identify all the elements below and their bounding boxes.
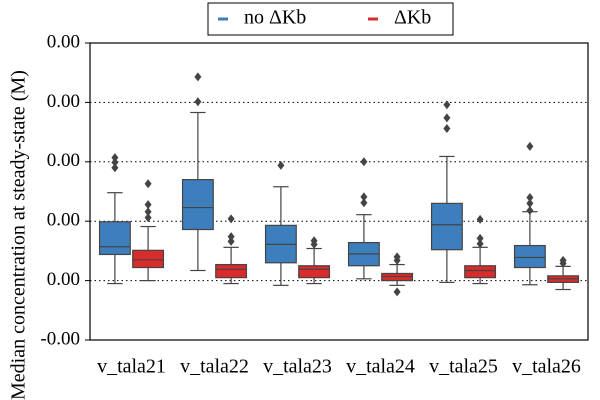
x-tick-label: v_tala26: [512, 356, 581, 378]
outlier: [310, 239, 318, 249]
outlier: [144, 200, 152, 210]
outlier: [227, 232, 235, 242]
outlier: [476, 214, 484, 224]
y-tick-label: 0.00: [47, 269, 80, 290]
outlier: [526, 198, 534, 208]
outlier: [393, 255, 401, 265]
y-tick-label: 0.00: [47, 210, 80, 231]
outlier: [443, 100, 451, 110]
x-tick-label: v_tala25: [429, 356, 498, 378]
box: [132, 249, 165, 269]
outlier: [144, 179, 152, 189]
box: [215, 263, 248, 279]
x-tick-label: v_tala22: [180, 356, 249, 378]
outlier: [443, 124, 451, 134]
plot-frame: [89, 42, 589, 341]
outlier: [227, 214, 235, 224]
legend-box: [207, 2, 454, 36]
outlier: [111, 157, 119, 167]
outlier: [144, 207, 152, 217]
outlier: [111, 153, 119, 163]
box: [181, 179, 214, 231]
outlier: [559, 258, 567, 268]
outlier: [194, 97, 202, 107]
x-tick-label: v_tala24: [346, 356, 415, 378]
x-tick-label: v_tala23: [263, 356, 332, 378]
y-tick-label: -0.00: [40, 328, 80, 349]
outlier: [277, 160, 285, 170]
box: [298, 265, 331, 279]
y-tick-label: 0.00: [47, 31, 80, 52]
outlier: [393, 287, 401, 297]
box: [464, 265, 497, 279]
outlier: [360, 192, 368, 202]
outlier: [227, 236, 235, 246]
y-tick-label: 0.00: [47, 91, 80, 112]
outlier: [526, 192, 534, 202]
outlier: [144, 213, 152, 223]
legend-label: ΔKb: [394, 7, 431, 29]
outlier: [360, 157, 368, 167]
outlier: [476, 233, 484, 243]
y-axis-label: Median concentration at steady-state (M): [8, 70, 30, 400]
outlier: [194, 72, 202, 82]
legend-label: no ΔKb: [244, 7, 306, 29]
box: [98, 221, 131, 256]
outlier: [476, 239, 484, 249]
outlier: [360, 198, 368, 208]
box: [513, 244, 546, 269]
box: [430, 202, 463, 251]
outlier: [443, 113, 451, 123]
outlier: [111, 163, 119, 173]
outlier: [526, 141, 534, 151]
y-tick-label: 0.00: [47, 150, 80, 171]
x-tick-label: v_tala21: [97, 356, 166, 378]
outlier: [526, 206, 534, 216]
